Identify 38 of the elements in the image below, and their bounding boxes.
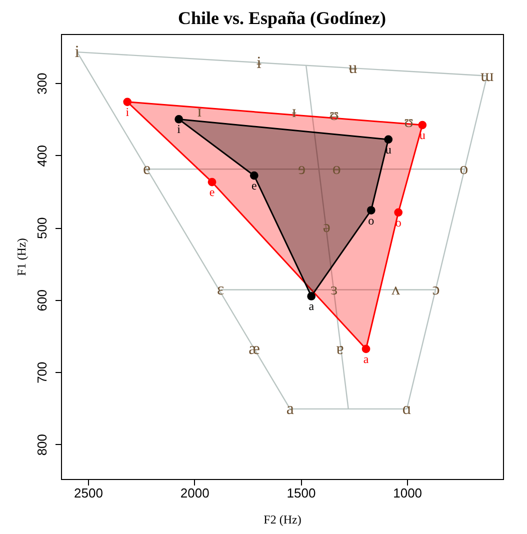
y-axis-title: F1 (Hz) <box>14 238 28 276</box>
annotation: ɪ <box>197 101 202 120</box>
y-tick-label: 500 <box>34 217 50 239</box>
annotation: ʌ <box>392 280 401 299</box>
annotation: ɑ <box>402 398 412 418</box>
data-label: e <box>209 185 215 200</box>
annotation: ɯ <box>480 66 494 85</box>
data-label: e <box>251 178 257 193</box>
y-tick-label: 600 <box>34 289 50 312</box>
annotation: ɘ <box>298 159 306 178</box>
y-tick-label: 700 <box>34 362 50 384</box>
x-tick-label: 2500 <box>74 486 103 500</box>
data-label: i <box>177 122 182 136</box>
annotation: ɔ <box>432 280 440 299</box>
annotation: ɵ <box>332 159 341 178</box>
annotation: ɜ <box>330 280 338 299</box>
y-tick-label: 300 <box>34 72 50 94</box>
annotation: ʉ <box>348 58 358 77</box>
x-tick-label: 1500 <box>286 486 316 500</box>
data-label: i <box>126 104 130 119</box>
x-tick-label: 2000 <box>180 486 210 500</box>
annotation: e <box>142 159 150 178</box>
annotation: ɨ <box>256 52 262 72</box>
x-axis-title: F2 (Hz) <box>264 512 302 526</box>
y-tick-label: 400 <box>34 145 50 167</box>
data-label: o <box>368 213 374 228</box>
x-tick-label: 1000 <box>393 486 422 500</box>
data-label: a <box>308 299 315 314</box>
annotation: a <box>286 398 294 418</box>
annotation: ɐ <box>336 338 344 358</box>
annotation: i <box>74 42 80 62</box>
chart-title: Chile vs. España (Godínez) <box>178 8 386 28</box>
annotation: æ <box>248 338 260 358</box>
data-label: a <box>363 352 370 366</box>
annotation: ɛ <box>216 280 224 299</box>
annotation: o <box>460 159 468 178</box>
y-tick-label: 800 <box>34 434 50 456</box>
annotation: ə <box>322 216 330 236</box>
